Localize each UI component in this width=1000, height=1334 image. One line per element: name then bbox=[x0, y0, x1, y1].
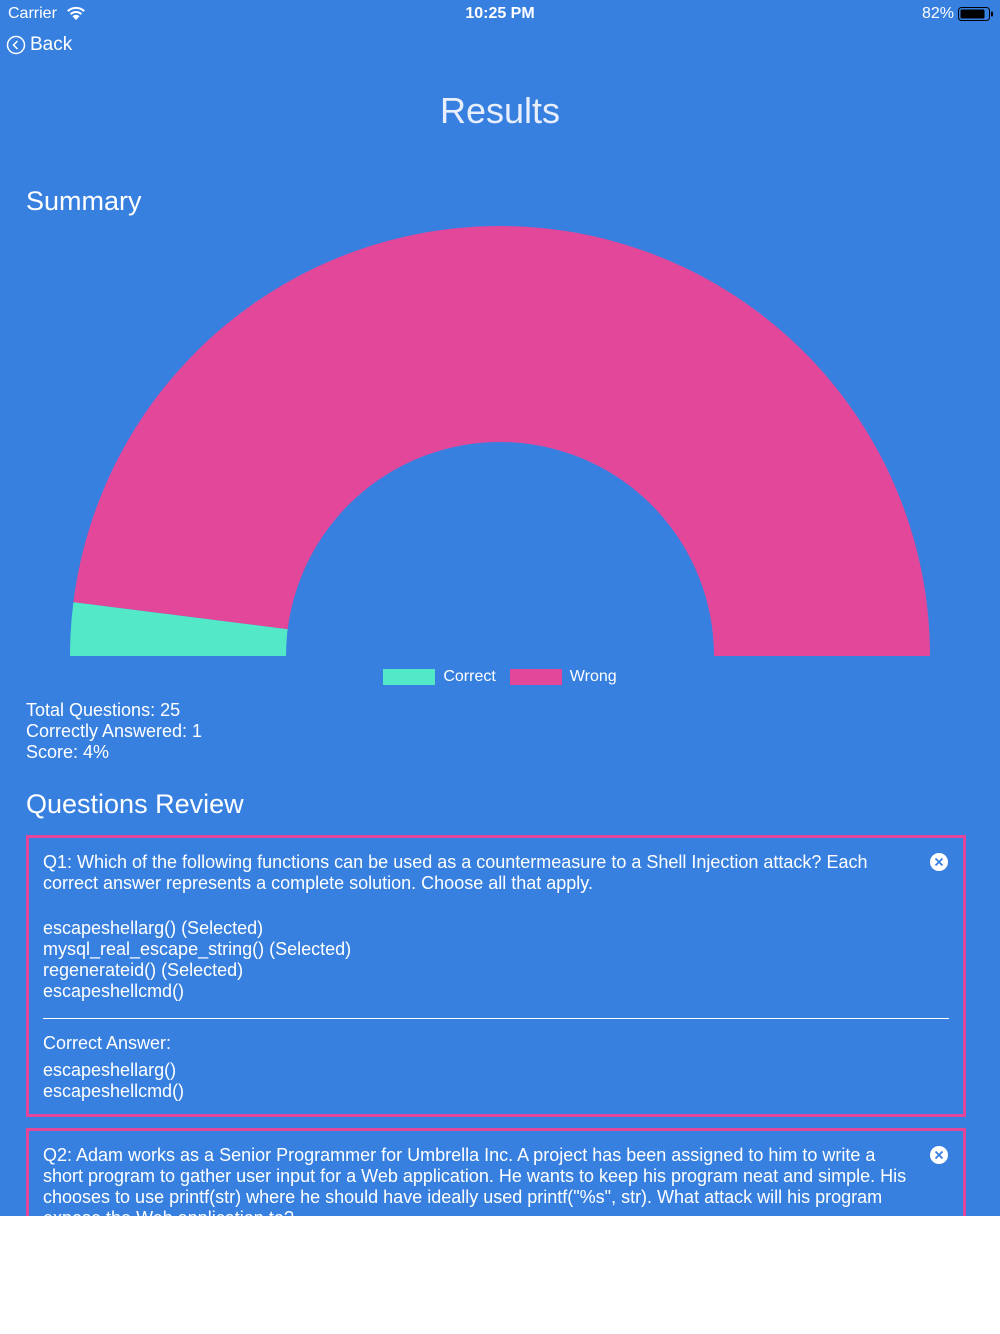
results-screen: Carrier 10:25 PM 82% Back Results Summar… bbox=[0, 0, 1000, 1216]
answer-option: mysql_real_escape_string() (Selected) bbox=[43, 939, 352, 959]
results-chart bbox=[70, 225, 930, 656]
close-icon[interactable] bbox=[929, 1145, 949, 1165]
page-title: Results bbox=[439, 90, 561, 131]
chart-slice-correct bbox=[70, 602, 288, 656]
legend-swatch-correct bbox=[383, 669, 436, 685]
correctly-answered: Correctly Answered: 1 bbox=[26, 721, 203, 741]
back-chevron-icon bbox=[6, 35, 26, 55]
answer-option: escapeshellarg() (Selected) bbox=[43, 918, 264, 938]
question-text: Q2: Adam works as a Senior Programmer fo… bbox=[43, 1145, 907, 1216]
battery-percent: 82% bbox=[921, 5, 954, 22]
legend-label-correct: Correct bbox=[443, 668, 496, 685]
summary-heading: Summary bbox=[26, 186, 142, 216]
answer-options: escapeshellarg() (Selected) mysql_real_e… bbox=[43, 918, 913, 1002]
question-text: Q1: Which of the following functions can… bbox=[43, 852, 868, 893]
divider bbox=[43, 1018, 949, 1019]
back-label: Back bbox=[30, 34, 73, 55]
close-icon[interactable] bbox=[929, 852, 949, 872]
question-card-2: Q2: Adam works as a Senior Programmer fo… bbox=[26, 1128, 966, 1216]
legend-swatch-wrong bbox=[509, 669, 562, 685]
chart-legend: Correct Wrong bbox=[0, 668, 1000, 686]
battery-icon bbox=[958, 7, 993, 21]
correct-answer: escapeshellcmd() bbox=[43, 1081, 185, 1101]
wifi-icon bbox=[67, 6, 85, 20]
clock: 10:25 PM bbox=[465, 5, 535, 22]
score-summary: Total Questions: 25 Correctly Answered: … bbox=[26, 700, 202, 763]
legend-item-correct: Correct bbox=[383, 668, 496, 686]
back-button[interactable]: Back bbox=[6, 34, 72, 56]
status-bar: Carrier 10:25 PM 82% bbox=[0, 0, 1000, 28]
answer-option: escapeshellcmd() bbox=[43, 981, 185, 1001]
chart-slice-wrong bbox=[73, 225, 930, 656]
carrier-label: Carrier bbox=[8, 5, 57, 22]
total-questions: Total Questions: 25 bbox=[26, 700, 181, 720]
score: Score: 4% bbox=[26, 742, 110, 762]
correct-answer-label: Correct Answer: bbox=[43, 1033, 172, 1053]
question-card-1: Q1: Which of the following functions can… bbox=[26, 835, 966, 1117]
legend-item-wrong: Wrong bbox=[509, 668, 617, 686]
bottom-blank-area bbox=[0, 1216, 1000, 1334]
correct-answer: escapeshellarg() bbox=[43, 1060, 177, 1080]
answer-option: regenerateid() (Selected) bbox=[43, 960, 244, 980]
review-heading: Questions Review bbox=[26, 789, 244, 819]
legend-label-wrong: Wrong bbox=[569, 668, 617, 685]
